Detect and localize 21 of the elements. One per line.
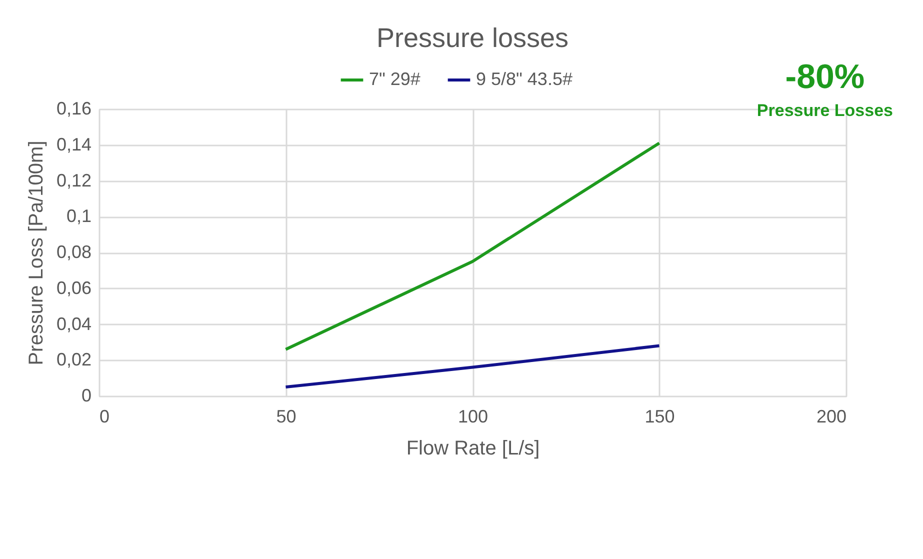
x-tick-label: 100 [458,406,488,426]
x-tick-label: 50 [276,406,296,426]
text: -80% [784,58,866,97]
y-tick-label: 0,04 [56,314,92,334]
x-tick-label: 0 [100,406,110,426]
y-tick-label: 0,06 [56,278,92,298]
legend-label: 7" 29# [369,69,420,89]
x-tick-label: 200 [816,406,846,426]
legend-label: 9 5/8" 43.5# [476,69,572,89]
y-axis-title: Pressure Loss [Pa/100m] [25,140,48,366]
chart-title: Pressure losses [376,23,569,53]
y-tick-label: 0,1 [66,206,92,226]
y-tick-label: 0,02 [56,350,92,370]
y-tick-label: 0,16 [56,98,92,118]
x-axis-title: Flow Rate [L/s] [406,438,540,460]
y-tick-label: 0,12 [56,170,92,190]
annotation: Pressure Losses [756,101,893,121]
x-tick-label: 150 [644,406,675,426]
y-tick-label: 0,14 [56,134,92,154]
y-tick-label: 0,08 [56,242,92,262]
y-tick-label: 0 [81,386,92,406]
